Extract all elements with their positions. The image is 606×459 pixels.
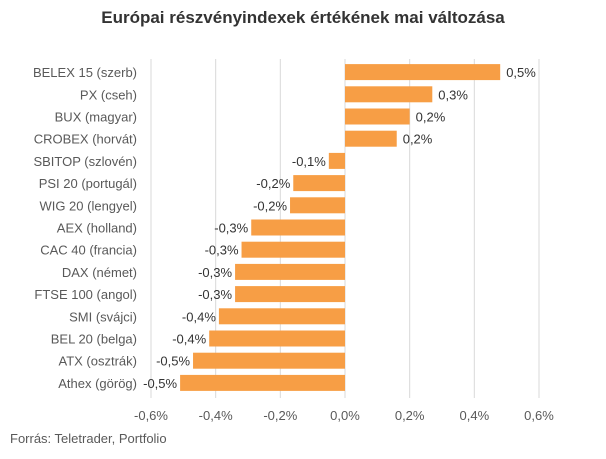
data-label: -0,5% (143, 376, 177, 391)
x-tick-label: -0,2% (263, 408, 297, 423)
category-label: DAX (német) (62, 265, 137, 280)
bar (345, 109, 410, 125)
bar (293, 175, 345, 191)
bar (219, 308, 345, 324)
category-label: CROBEX (horvát) (34, 132, 137, 147)
data-label: -0,4% (172, 332, 206, 347)
bar (329, 153, 345, 169)
data-label: 0,3% (438, 87, 468, 102)
bar (345, 64, 500, 80)
data-label: -0,3% (205, 243, 239, 258)
bar (345, 86, 432, 102)
data-label: -0,1% (292, 154, 326, 169)
bar (235, 264, 345, 280)
x-tick-label: 0,4% (460, 408, 490, 423)
data-label: -0,2% (256, 176, 290, 191)
data-label: 0,2% (416, 110, 446, 125)
category-label: CAC 40 (francia) (40, 243, 137, 258)
bar (193, 353, 345, 369)
category-label: ATX (osztrák) (59, 354, 138, 369)
category-label: Athex (görög) (58, 376, 137, 391)
category-label: AEX (holland) (57, 221, 137, 236)
x-axis-tick-labels: -0,6% -0,4% -0,2% 0,0% 0,2% 0,4% 0,6% (134, 408, 554, 423)
data-label: 0,5% (506, 65, 536, 80)
category-label: PSI 20 (portugál) (39, 176, 137, 191)
bar (235, 286, 345, 302)
bar (345, 131, 397, 147)
bar (251, 220, 345, 236)
x-tick-label: -0,4% (199, 408, 233, 423)
category-label: SBITOP (szlovén) (33, 154, 137, 169)
data-label: -0,3% (198, 265, 232, 280)
x-tick-label: 0,0% (330, 408, 360, 423)
category-label: WIG 20 (lengyel) (39, 198, 137, 213)
bar (180, 375, 345, 391)
bar (209, 331, 345, 347)
category-label: BUX (magyar) (55, 110, 137, 125)
bar (242, 242, 345, 258)
data-label: -0,3% (198, 287, 232, 302)
data-label: 0,2% (403, 132, 433, 147)
category-labels: BELEX 15 (szerb) PX (cseh) BUX (magyar) CRO… (33, 65, 137, 391)
category-label: PX (cseh) (80, 87, 137, 102)
category-label: FTSE 100 (angol) (34, 287, 137, 302)
category-label: SMI (svájci) (69, 309, 137, 324)
x-tick-label: -0,6% (134, 408, 168, 423)
category-label: BEL 20 (belga) (51, 332, 137, 347)
source-note: Forrás: Teletrader, Portfolio (10, 431, 167, 446)
x-tick-label: 0,6% (524, 408, 554, 423)
data-label: -0,3% (214, 221, 248, 236)
data-label: -0,2% (253, 198, 287, 213)
data-label: -0,5% (156, 354, 190, 369)
bar-chart: BELEX 15 (szerb) PX (cseh) BUX (magyar) CRO… (0, 0, 606, 459)
bar (290, 197, 345, 213)
x-tick-label: 0,2% (395, 408, 425, 423)
data-label: -0,4% (182, 309, 216, 324)
category-label: BELEX 15 (szerb) (33, 65, 137, 80)
